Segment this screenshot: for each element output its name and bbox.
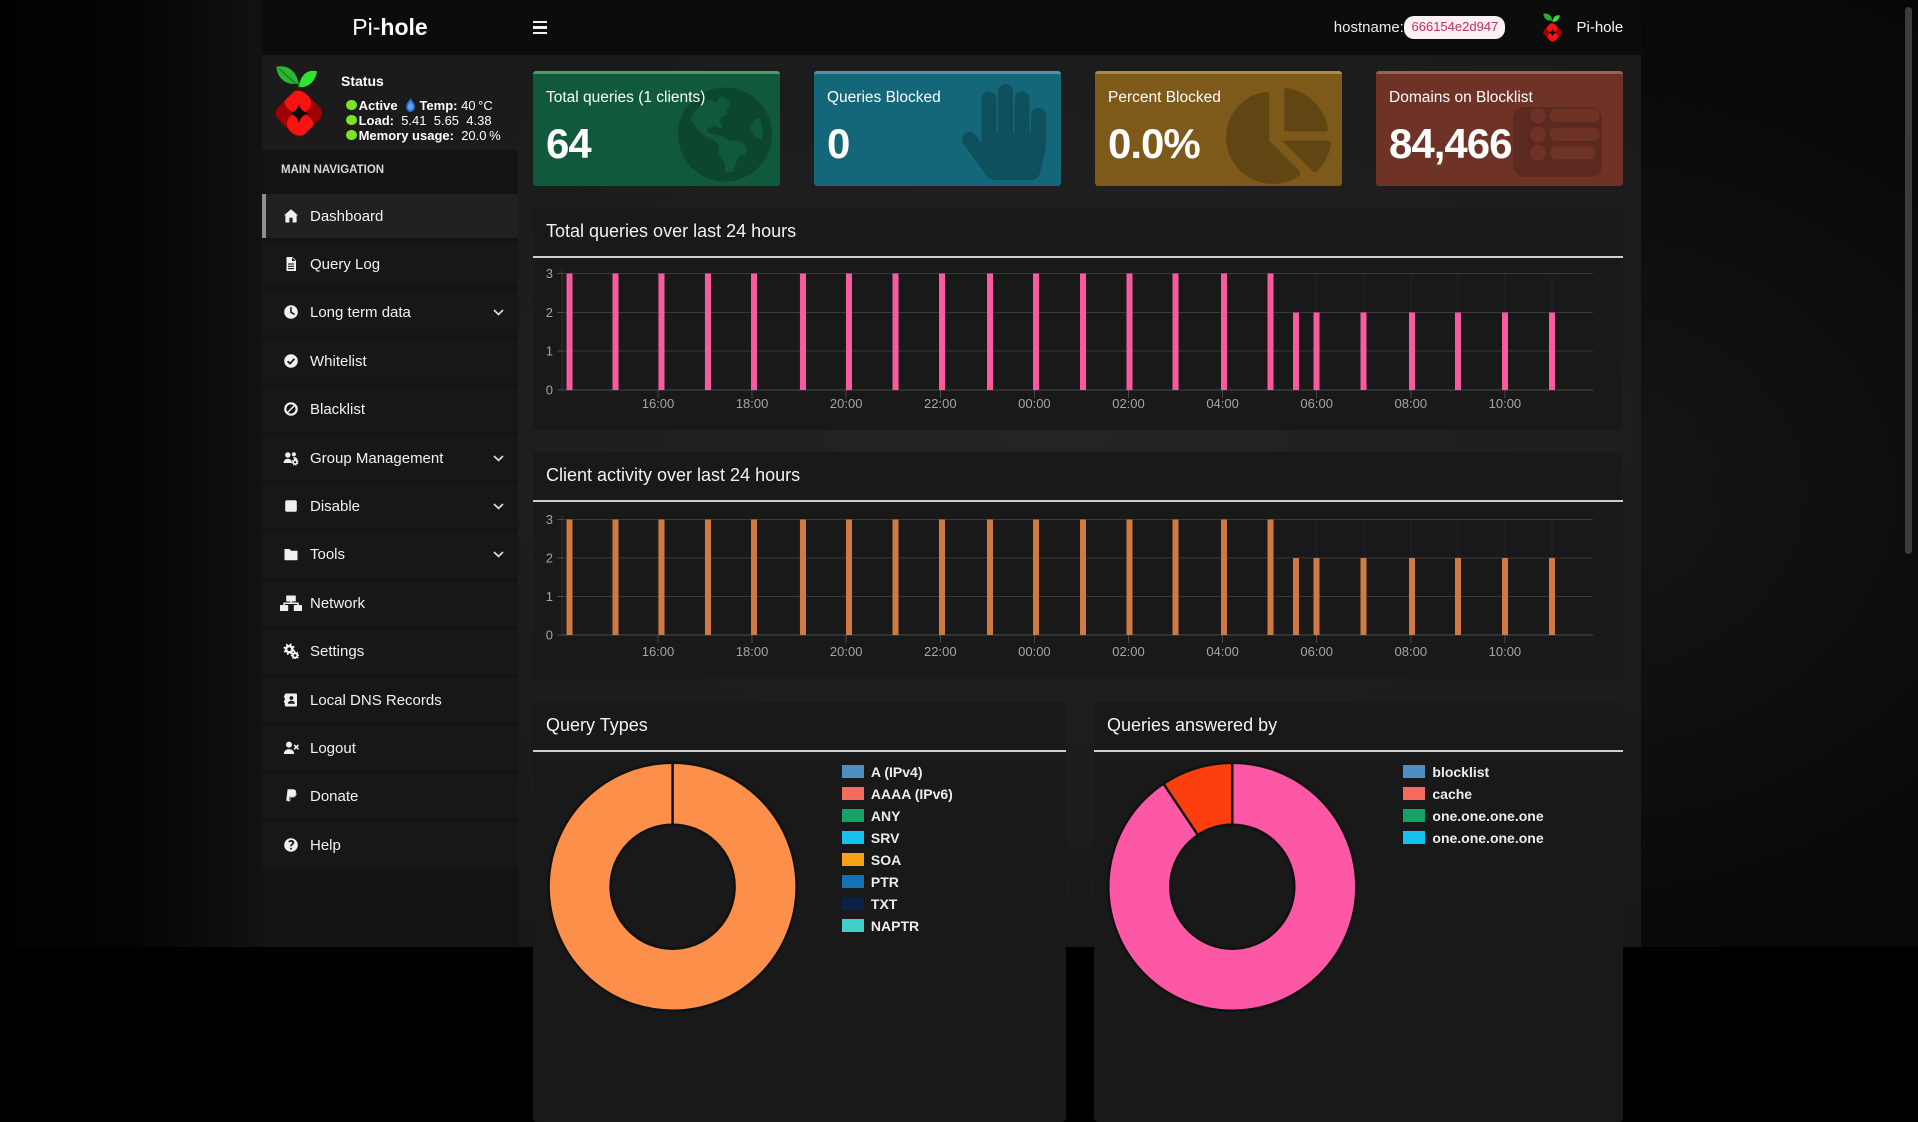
svg-text:0: 0 [546, 628, 553, 643]
svg-text:1: 1 [546, 344, 553, 359]
svg-text:22:00: 22:00 [924, 396, 957, 411]
svg-text:08:00: 08:00 [1395, 396, 1428, 411]
svg-text:04:00: 04:00 [1206, 396, 1239, 411]
svg-text:06:00: 06:00 [1300, 644, 1333, 659]
svg-text:00:00: 00:00 [1018, 396, 1051, 411]
svg-text:16:00: 16:00 [642, 396, 675, 411]
svg-text:00:00: 00:00 [1018, 644, 1051, 659]
svg-text:20:00: 20:00 [830, 396, 863, 411]
svg-text:2: 2 [546, 305, 553, 320]
svg-text:02:00: 02:00 [1112, 396, 1145, 411]
svg-text:06:00: 06:00 [1300, 396, 1333, 411]
svg-text:02:00: 02:00 [1112, 644, 1145, 659]
svg-text:10:00: 10:00 [1489, 644, 1522, 659]
svg-text:3: 3 [546, 512, 553, 527]
svg-text:1: 1 [546, 589, 553, 604]
svg-text:3: 3 [546, 266, 553, 281]
svg-text:20:00: 20:00 [830, 644, 863, 659]
svg-text:18:00: 18:00 [736, 644, 769, 659]
svg-text:2: 2 [546, 551, 553, 566]
svg-text:0: 0 [546, 383, 553, 398]
svg-text:10:00: 10:00 [1489, 396, 1522, 411]
svg-text:04:00: 04:00 [1206, 644, 1239, 659]
svg-text:22:00: 22:00 [924, 644, 957, 659]
svg-text:18:00: 18:00 [736, 396, 769, 411]
svg-text:16:00: 16:00 [642, 644, 675, 659]
svg-text:08:00: 08:00 [1395, 644, 1428, 659]
